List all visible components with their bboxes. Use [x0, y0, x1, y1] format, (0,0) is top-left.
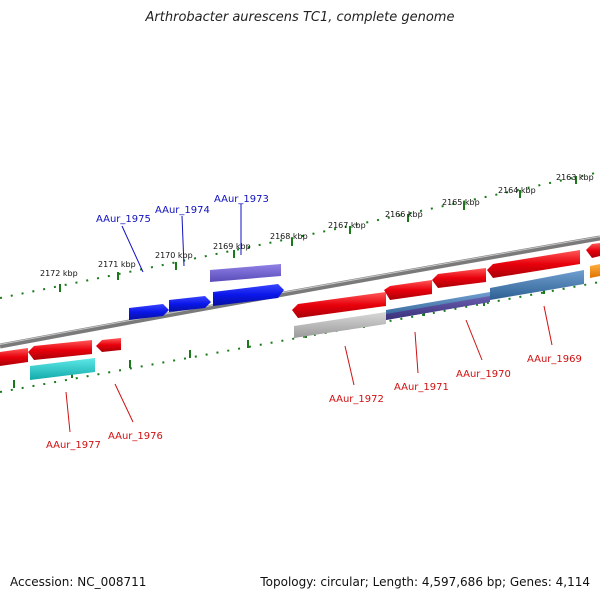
label-aaur-1969: AAur_1969 [527, 354, 582, 365]
genes-lower-right[interactable] [294, 264, 600, 338]
gene-grey [294, 312, 386, 338]
label-aaur-1970: AAur_1970 [456, 369, 511, 380]
scale-label-2166: 2166 kbp [385, 210, 423, 219]
genome-backbone-highlight [0, 236, 600, 345]
label-aaur-1976: AAur_1976 [108, 431, 163, 442]
gene-aaur-1974 [213, 284, 284, 306]
gene-slate [386, 296, 490, 320]
gene-aaur-1971 [384, 280, 432, 300]
genome-backbone [0, 235, 600, 349]
genome-title: Arthrobacter aurescens TC1, complete gen… [145, 10, 455, 25]
scale-label-2167: 2167 kbp [328, 221, 366, 230]
label-aaur-1972: AAur_1972 [329, 394, 384, 405]
scale-label-2168: 2168 kbp [270, 232, 308, 241]
genes-forward [129, 264, 284, 320]
gene-aaur-1969 [487, 250, 580, 278]
scale-label-2164: 2164 kbp [498, 186, 536, 195]
gene-aaur-1970 [432, 268, 486, 288]
gene-left-red-edge [0, 348, 28, 366]
gene-orange [590, 264, 600, 278]
gene-aaur-1974b [169, 296, 211, 312]
gene-aaur-1972 [292, 292, 386, 318]
gene-aaur-1973 [210, 264, 281, 282]
label-aaur-1973: AAur_1973 [214, 194, 269, 205]
scale-label-2163: 2163 kbp [556, 173, 594, 182]
accession-text: Accession: NC_008711 [10, 575, 147, 589]
gene-steel-b [490, 270, 584, 300]
gene-edge-right [586, 243, 600, 258]
gene-aaur-1975 [129, 304, 169, 320]
label-aaur-1971: AAur_1971 [394, 382, 449, 393]
gene-labels: AAur_1973 AAur_1974 AAur_1975 AAur_1969 … [46, 194, 582, 451]
label-aaur-1974: AAur_1974 [155, 205, 210, 216]
scale-label-2172: 2172 kbp [40, 269, 78, 278]
outer-major-ticks [59, 176, 577, 292]
label-aaur-1975: AAur_1975 [96, 214, 151, 225]
scale-label-2170: 2170 kbp [155, 251, 193, 260]
label-aaur-1977: AAur_1977 [46, 440, 101, 451]
genes-red-right[interactable] [292, 243, 600, 318]
scale-label-2169: 2169 kbp [213, 242, 251, 251]
gene-aaur-1976 [96, 338, 121, 352]
scale-label-2165: 2165 kbp [442, 198, 480, 207]
scale-labels: 2163 kbp 2164 kbp 2165 kbp 2166 kbp 2167… [40, 173, 594, 278]
gene-aaur-1977-top [28, 340, 92, 360]
gene-aaur-1977 [30, 358, 95, 380]
scale-label-2171: 2171 kbp [98, 260, 136, 269]
label-leaders [65, 204, 553, 433]
topology-summary: Topology: circular; Length: 4,597,686 bp… [260, 575, 590, 589]
genes-left[interactable] [0, 338, 121, 380]
